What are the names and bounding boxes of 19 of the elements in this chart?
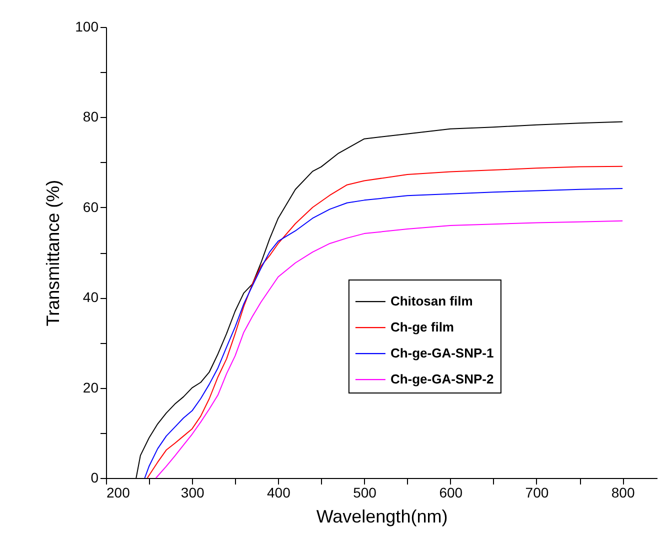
y-tick-label: 0 — [90, 470, 99, 486]
legend-label: Ch-ge-GA-SNP-2 — [390, 372, 494, 387]
x-tick-label: 300 — [180, 484, 204, 500]
y-axis-title: Transmittance (%) — [43, 180, 64, 326]
x-tick-label: 500 — [353, 484, 377, 500]
x-tick-label: 200 — [106, 484, 130, 500]
x-tick-label: 400 — [267, 484, 291, 500]
x-axis-title: Wavelength(nm) — [316, 506, 448, 526]
legend-label: Ch-ge film — [390, 320, 454, 335]
y-tick-label: 100 — [75, 18, 99, 34]
legend-label: Ch-ge-GA-SNP-1 — [390, 346, 494, 361]
y-tick-label: 20 — [82, 379, 99, 396]
y-tick-label: 40 — [82, 289, 99, 306]
legend-label: Chitosan film — [390, 294, 473, 309]
y-tick-label: 80 — [82, 108, 99, 125]
x-tick-label: 800 — [611, 484, 635, 500]
x-tick-label: 700 — [525, 484, 549, 500]
y-tick-label: 60 — [82, 198, 99, 215]
x-tick-label: 600 — [439, 484, 463, 500]
